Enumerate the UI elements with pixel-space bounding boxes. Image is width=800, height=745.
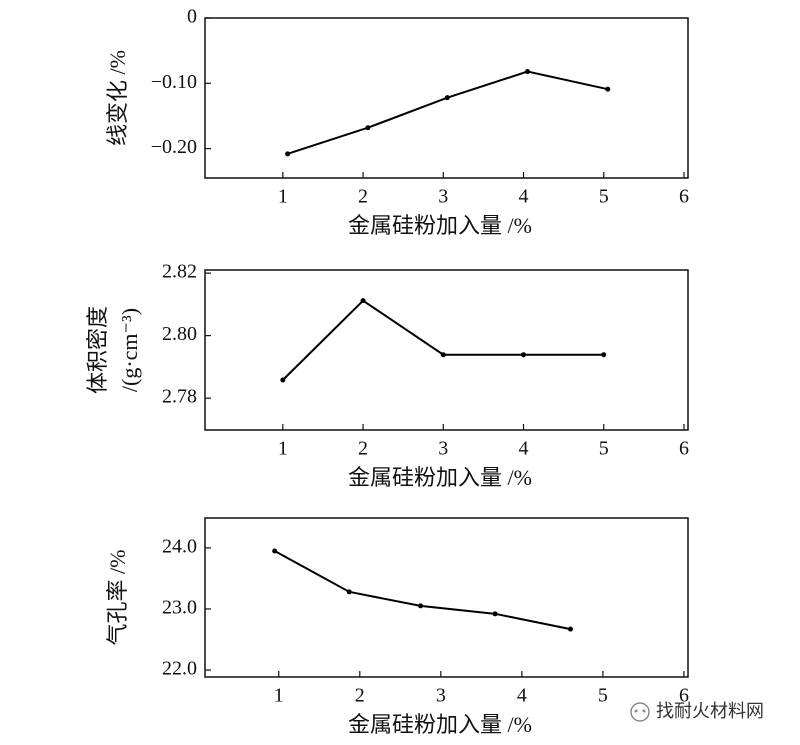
x-tick-label: 6 xyxy=(679,186,689,208)
data-point xyxy=(285,151,291,157)
data-point xyxy=(525,69,531,75)
data-point xyxy=(605,86,611,92)
data-point xyxy=(492,611,498,617)
y-axis-label: 线变化 /% xyxy=(105,50,130,146)
y-tick-label: 0 xyxy=(187,6,197,28)
x-tick-label: 3 xyxy=(438,186,448,208)
data-point xyxy=(360,298,366,304)
x-tick-label: 6 xyxy=(679,685,689,707)
y-axis-label: 气孔率 /% xyxy=(105,550,130,646)
x-tick-label: 1 xyxy=(278,438,288,460)
y-tick-label: 2.78 xyxy=(162,386,197,408)
y-tick-label: 24.0 xyxy=(162,536,197,558)
data-line xyxy=(287,70,608,155)
data-point xyxy=(444,95,450,101)
y-tick-label: 23.0 xyxy=(162,597,197,619)
x-tick-label: 3 xyxy=(438,438,448,460)
data-point xyxy=(567,626,573,632)
data-point xyxy=(280,377,286,383)
y-tick-label: −0.10 xyxy=(151,71,197,93)
watermark-icon-dot xyxy=(642,709,646,713)
watermark-icon xyxy=(630,702,650,722)
data-point xyxy=(601,352,607,358)
x-tick-label: 5 xyxy=(599,438,609,460)
x-tick-label: 4 xyxy=(519,186,529,208)
y-tick-label: −0.20 xyxy=(151,136,197,158)
data-point xyxy=(272,548,278,554)
data-point xyxy=(418,603,424,609)
plot-frame xyxy=(204,517,689,678)
x-tick-label: 4 xyxy=(519,438,529,460)
data-point xyxy=(365,125,371,131)
x-tick-label: 3 xyxy=(436,685,446,707)
x-tick-label: 1 xyxy=(278,186,288,208)
x-tick-label: 5 xyxy=(599,186,609,208)
y-axis-label: 体积密度 xyxy=(85,306,110,394)
watermark: 找耐火材料网 xyxy=(656,701,764,722)
data-point xyxy=(346,589,352,595)
x-axis-label: 金属硅粉加入量 /% xyxy=(348,712,532,737)
y-axis-label: /(g·cm⁻³) xyxy=(117,308,142,392)
data-line xyxy=(274,550,571,631)
watermark-icon-dot xyxy=(634,709,638,713)
x-axis-label: 金属硅粉加入量 /% xyxy=(348,465,532,490)
plot-frame xyxy=(204,17,689,179)
x-tick-label: 4 xyxy=(517,685,527,707)
data-line xyxy=(282,299,604,381)
plot-frame xyxy=(204,269,689,431)
x-tick-label: 5 xyxy=(598,685,608,707)
data-point xyxy=(521,352,527,358)
y-tick-label: 2.82 xyxy=(162,261,197,283)
x-tick-label: 1 xyxy=(274,685,284,707)
x-tick-label: 2 xyxy=(358,186,368,208)
x-tick-label: 2 xyxy=(355,685,365,707)
y-tick-label: 2.80 xyxy=(162,323,197,345)
data-point xyxy=(440,352,446,358)
x-tick-label: 2 xyxy=(358,438,368,460)
x-tick-label: 6 xyxy=(679,438,689,460)
y-tick-label: 22.0 xyxy=(162,658,197,680)
x-axis-label: 金属硅粉加入量 /% xyxy=(348,213,532,238)
